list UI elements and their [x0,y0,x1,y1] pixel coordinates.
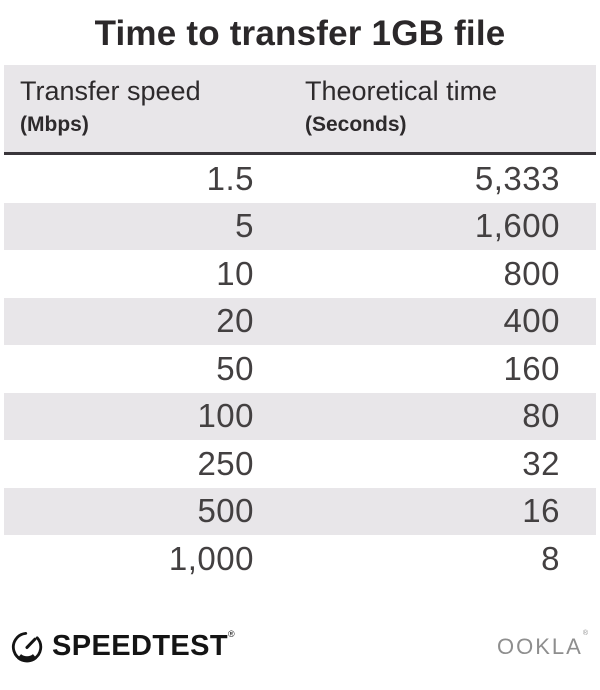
time-cell: 8 [541,539,560,577]
column-header-theoretical-time: Theoretical time (Seconds) [300,65,596,152]
page-title: Time to transfer 1GB file [94,14,506,53]
time-cell: 1,600 [474,207,560,245]
speedtest-logo: SPEEDTEST® [10,630,235,664]
speed-cell: 1,000 [168,539,254,577]
registered-mark-icon: ® [228,629,236,639]
table-header-row: Transfer speed (Mbps) Theoretical time (… [4,65,596,155]
time-cell: 32 [522,444,560,482]
speed-cell: 20 [216,302,254,340]
table-row: 1,000 8 [4,535,596,583]
table-body: 1.5 5,333 5 1,600 10 800 20 400 50 160 1… [4,155,596,583]
time-cell: 16 [522,492,560,530]
time-cell: 800 [503,254,560,292]
speed-cell: 250 [197,444,254,482]
table-row: 250 32 [4,440,596,488]
speed-cell: 100 [197,397,254,435]
time-cell: 160 [503,349,560,387]
table-row: 100 80 [4,392,596,440]
column-label: Transfer speed [20,76,201,106]
time-cell: 5,333 [474,159,560,197]
speed-cell: 50 [216,349,254,387]
ookla-logo: OOKLA® [497,629,588,659]
column-unit: (Seconds) [305,113,407,136]
speed-cell: 500 [197,492,254,530]
column-unit: (Mbps) [20,113,89,136]
table-row: 50 160 [4,345,596,393]
speed-cell: 5 [235,207,254,245]
infographic-page: Time to transfer 1GB file Transfer speed… [0,13,600,664]
time-cell: 400 [503,302,560,340]
column-header-transfer-speed: Transfer speed (Mbps) [4,65,300,152]
table-row: 10 800 [4,250,596,298]
speed-cell: 10 [216,254,254,292]
table-row: 500 16 [4,487,596,535]
table-row: 5 1,600 [4,202,596,250]
transfer-time-table: Transfer speed (Mbps) Theoretical time (… [4,65,596,583]
table-row: 1.5 5,333 [4,155,596,203]
registered-mark-icon: ® [582,629,588,637]
table-row: 20 400 [4,297,596,345]
speedtest-wordmark: SPEEDTEST® [52,629,236,662]
speed-cell: 1.5 [206,159,254,197]
time-cell: 80 [522,397,560,435]
speedtest-gauge-icon [10,630,44,664]
column-label: Theoretical time [305,76,498,106]
footer: SPEEDTEST® OOKLA® [10,630,588,664]
